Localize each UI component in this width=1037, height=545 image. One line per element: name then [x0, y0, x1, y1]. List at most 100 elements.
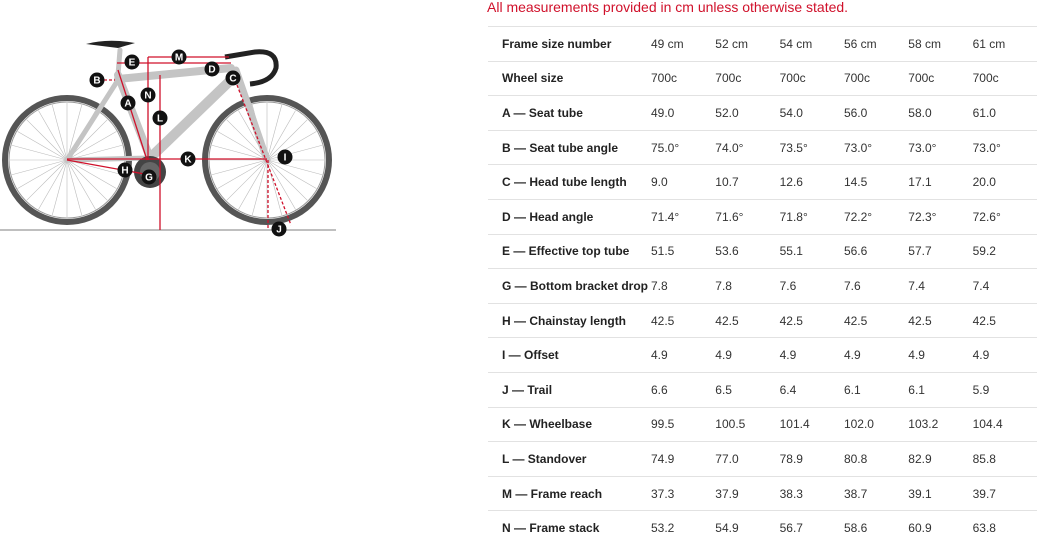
cell-value: 49.0: [650, 95, 716, 131]
cell-value: 700c: [715, 60, 780, 96]
cell-value: 7.6: [779, 268, 844, 304]
row-label: H — Chainstay length: [488, 302, 651, 338]
marker-j: J: [271, 221, 287, 237]
cell-value: 53.6: [715, 233, 780, 269]
size-header: 52 cm: [715, 26, 780, 62]
marker-n: N: [140, 87, 156, 103]
cell-value: 37.3: [650, 475, 716, 511]
row-label: A — Seat tube: [488, 95, 651, 131]
cell-value: 73.0°: [972, 129, 1037, 165]
row-label: K — Wheelbase: [488, 406, 651, 442]
cell-value: 71.4°: [650, 198, 716, 235]
cell-value: 72.2°: [843, 198, 909, 235]
table-row: I — Offset 4.9 4.9 4.9 4.9 4.9 4.9: [488, 337, 1037, 373]
cell-value: 38.3: [779, 475, 844, 511]
table-row: A — Seat tube 49.0 52.0 54.0 56.0 58.0 61.0: [488, 95, 1037, 131]
cell-value: 85.8: [972, 441, 1037, 477]
cell-value: 700c: [843, 60, 909, 96]
svg-text:D: D: [208, 65, 215, 76]
cell-value: 6.1: [843, 371, 909, 408]
svg-text:H: H: [121, 166, 128, 177]
cell-value: 42.5: [843, 302, 909, 338]
table-row: K — Wheelbase 99.5 100.5 101.4 102.0 103.2 104…: [488, 406, 1037, 442]
cell-value: 4.9: [715, 337, 780, 373]
cell-value: 4.9: [650, 337, 716, 373]
cell-value: 72.3°: [908, 198, 973, 235]
cell-value: 71.8°: [779, 198, 844, 235]
cell-value: 700c: [972, 60, 1037, 96]
cell-value: 42.5: [779, 302, 844, 338]
cell-value: 700c: [908, 60, 973, 96]
table-row: E — Effective top tube 51.5 53.6 55.1 56.6 57…: [488, 233, 1037, 269]
svg-text:A: A: [124, 99, 131, 110]
table-row: N — Frame stack 53.2 54.9 56.7 58.6 60.9 63.8: [488, 510, 1037, 545]
cell-value: 100.5: [715, 406, 780, 442]
cell-value: 42.5: [650, 302, 716, 338]
cell-value: 6.4: [779, 371, 844, 408]
cell-value: 58.6: [843, 510, 909, 545]
cell-value: 58.0: [908, 95, 973, 131]
cell-value: 6.6: [650, 371, 716, 408]
cell-value: 63.8: [972, 510, 1037, 545]
cell-value: 103.2: [908, 406, 973, 442]
cell-value: 80.8: [843, 441, 909, 477]
row-label: D — Head angle: [488, 198, 651, 235]
cell-value: 42.5: [715, 302, 780, 338]
cell-value: 73.0°: [843, 129, 909, 165]
cell-value: 71.6°: [715, 198, 780, 235]
size-header: 49 cm: [650, 26, 716, 62]
marker-d: D: [204, 61, 220, 77]
cell-value: 56.0: [843, 95, 909, 131]
cell-value: 72.6°: [972, 198, 1037, 235]
svg-text:N: N: [144, 91, 151, 102]
cell-value: 42.5: [908, 302, 973, 338]
row-label: G — Bottom bracket drop: [488, 268, 651, 304]
cell-value: 99.5: [650, 406, 716, 442]
marker-e: E: [124, 54, 140, 70]
row-label: E — Effective top tube: [488, 233, 651, 269]
cell-value: 101.4: [779, 406, 844, 442]
cell-value: 74.9: [650, 441, 716, 477]
cell-value: 7.6: [843, 268, 909, 304]
cell-value: 56.7: [779, 510, 844, 545]
svg-text:K: K: [184, 155, 192, 166]
cell-value: 4.9: [779, 337, 844, 373]
cell-value: 39.7: [972, 475, 1037, 511]
cell-value: 53.2: [650, 510, 716, 545]
cell-value: 4.9: [908, 337, 973, 373]
marker-g: G: [141, 169, 157, 185]
table-row: G — Bottom bracket drop 7.8 7.8 7.6 7.6 7.4 7.…: [488, 268, 1037, 304]
measurement-lines: [66, 56, 292, 230]
header-label: Frame size number: [488, 26, 651, 62]
cell-value: 77.0: [715, 441, 780, 477]
cell-value: 104.4: [972, 406, 1037, 442]
row-label: J — Trail: [488, 371, 651, 408]
geometry-table: Frame size number 49 cm 52 cm 54 cm 56 c…: [488, 26, 1037, 545]
size-header: 61 cm: [972, 26, 1037, 62]
cell-value: 7.8: [715, 268, 780, 304]
table-row: M — Frame reach 37.3 37.9 38.3 38.7 39.1 39.7: [488, 475, 1037, 511]
row-label: B — Seat tube angle: [488, 129, 651, 165]
size-header: 58 cm: [908, 26, 973, 62]
marker-m: M: [171, 49, 187, 65]
svg-text:G: G: [145, 173, 153, 184]
row-label: M — Frame reach: [488, 475, 651, 511]
cell-value: 82.9: [908, 441, 973, 477]
cell-value: 6.5: [715, 371, 780, 408]
svg-text:J: J: [276, 225, 282, 236]
row-label: L — Standover: [488, 441, 651, 477]
table-row: J — Trail 6.6 6.5 6.4 6.1 6.1 5.9: [488, 371, 1037, 408]
measurement-notice: All measurements provided in cm unless o…: [487, 0, 849, 15]
cell-value: 54.0: [779, 95, 844, 131]
bike-illustration: [0, 40, 336, 231]
marker-c: C: [225, 70, 241, 86]
cell-value: 700c: [779, 60, 844, 96]
cell-value: 14.5: [843, 164, 909, 200]
cell-value: 52.0: [715, 95, 780, 131]
row-label: C — Head tube length: [488, 164, 651, 200]
svg-text:L: L: [157, 114, 163, 125]
cell-value: 7.4: [908, 268, 973, 304]
table-row: Wheel size 700c 700c 700c 700c 700c 700c: [488, 60, 1037, 96]
row-label: N — Frame stack: [488, 510, 651, 545]
cell-value: 12.6: [779, 164, 844, 200]
